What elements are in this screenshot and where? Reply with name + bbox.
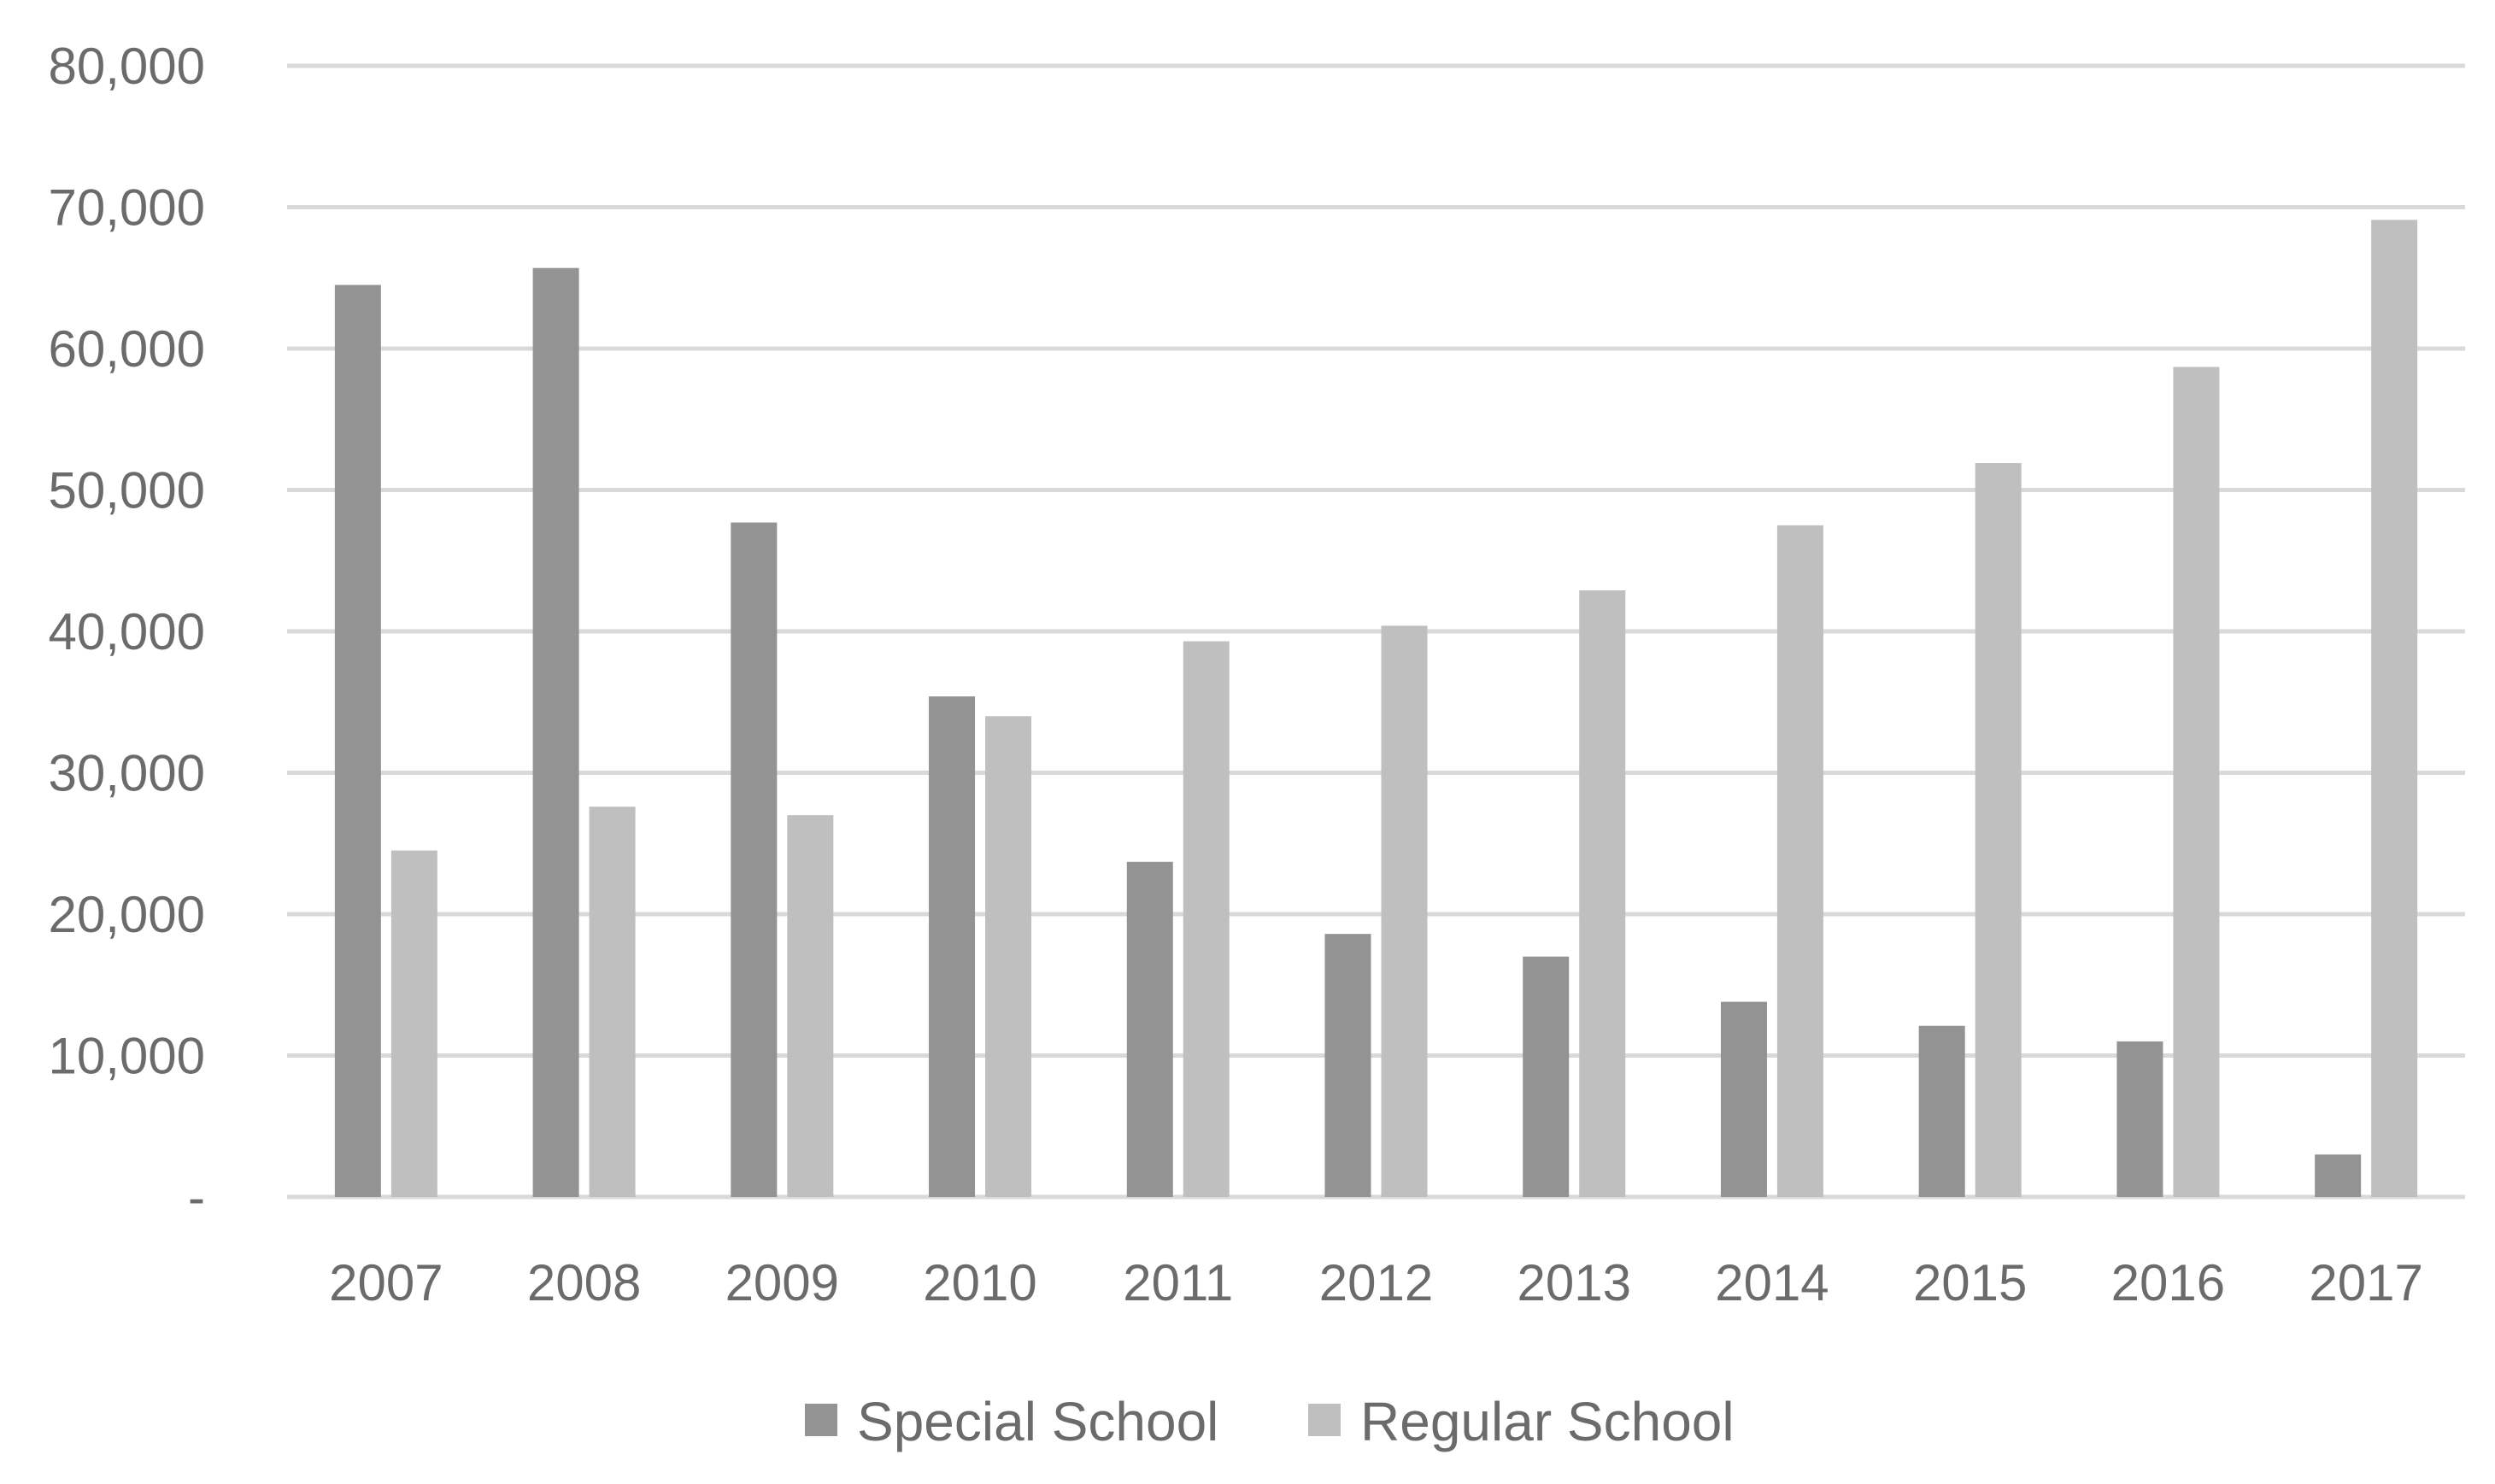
bar-special-school [1324,934,1371,1197]
bar-special-school [1523,956,1570,1197]
bar-regular-school [2371,220,2418,1197]
bar-regular-school [589,807,636,1197]
x-tick-label: 2012 [1319,1254,1433,1311]
x-tick-label: 2009 [725,1254,839,1311]
bar-special-school [1720,1001,1767,1197]
bar-special-school [334,284,381,1197]
legend-swatch [1308,1404,1341,1436]
y-tick-label: 70,000 [48,179,205,237]
y-axis-ticks: - 10,000 20,000 30,000 40,000 50,000 60,000 70,… [48,38,205,1226]
legend-label: Regular School [1360,1391,1735,1452]
x-axis-ticks: 2007 2008 2009 2010 2011 2012 2013 2014 2015 2016… [329,1254,2423,1311]
x-tick-label: 2016 [2111,1254,2225,1311]
gridlines [287,63,2465,1200]
x-tick-label: 2017 [2309,1254,2422,1311]
y-tick-label: 20,000 [48,886,205,943]
y-tick-label: 10,000 [48,1028,205,1085]
x-tick-label: 2013 [1517,1254,1630,1311]
bar-regular-school [390,850,437,1197]
y-tick-label: 40,000 [48,603,205,660]
bar-special-school [1918,1025,1965,1197]
y-tick-label: 30,000 [48,745,205,802]
bar-regular-school [787,815,834,1197]
bar-special-school [2116,1041,2163,1197]
x-tick-label: 2011 [1123,1254,1233,1311]
bar-special-school [1126,861,1173,1197]
bar-special-school [929,696,976,1197]
bar-special-school [731,522,778,1197]
bar-regular-school [1975,463,2022,1197]
bars [334,220,2418,1197]
bar-special-school [2315,1154,2362,1197]
y-tick-label: 80,000 [48,38,205,95]
bar-regular-school [2173,367,2220,1197]
y-tick-label: 60,000 [48,320,205,378]
y-tick-label: - [188,1169,205,1226]
x-tick-label: 2015 [1913,1254,2027,1311]
bar-regular-school [985,716,1032,1197]
bar-regular-school [1183,641,1230,1197]
y-tick-label: 50,000 [48,462,205,519]
x-tick-label: 2014 [1715,1254,1829,1311]
x-tick-label: 2008 [527,1254,641,1311]
x-tick-label: 2010 [923,1254,1036,1311]
x-tick-label: 2007 [329,1254,443,1311]
bar-regular-school [1579,590,1626,1197]
legend-label: Special School [857,1391,1218,1452]
legend-swatch [805,1404,837,1436]
bar-regular-school [1381,625,1428,1197]
bar-regular-school [1776,525,1823,1197]
bar-special-school [532,267,579,1197]
legend: Special School Regular School [805,1391,1735,1452]
